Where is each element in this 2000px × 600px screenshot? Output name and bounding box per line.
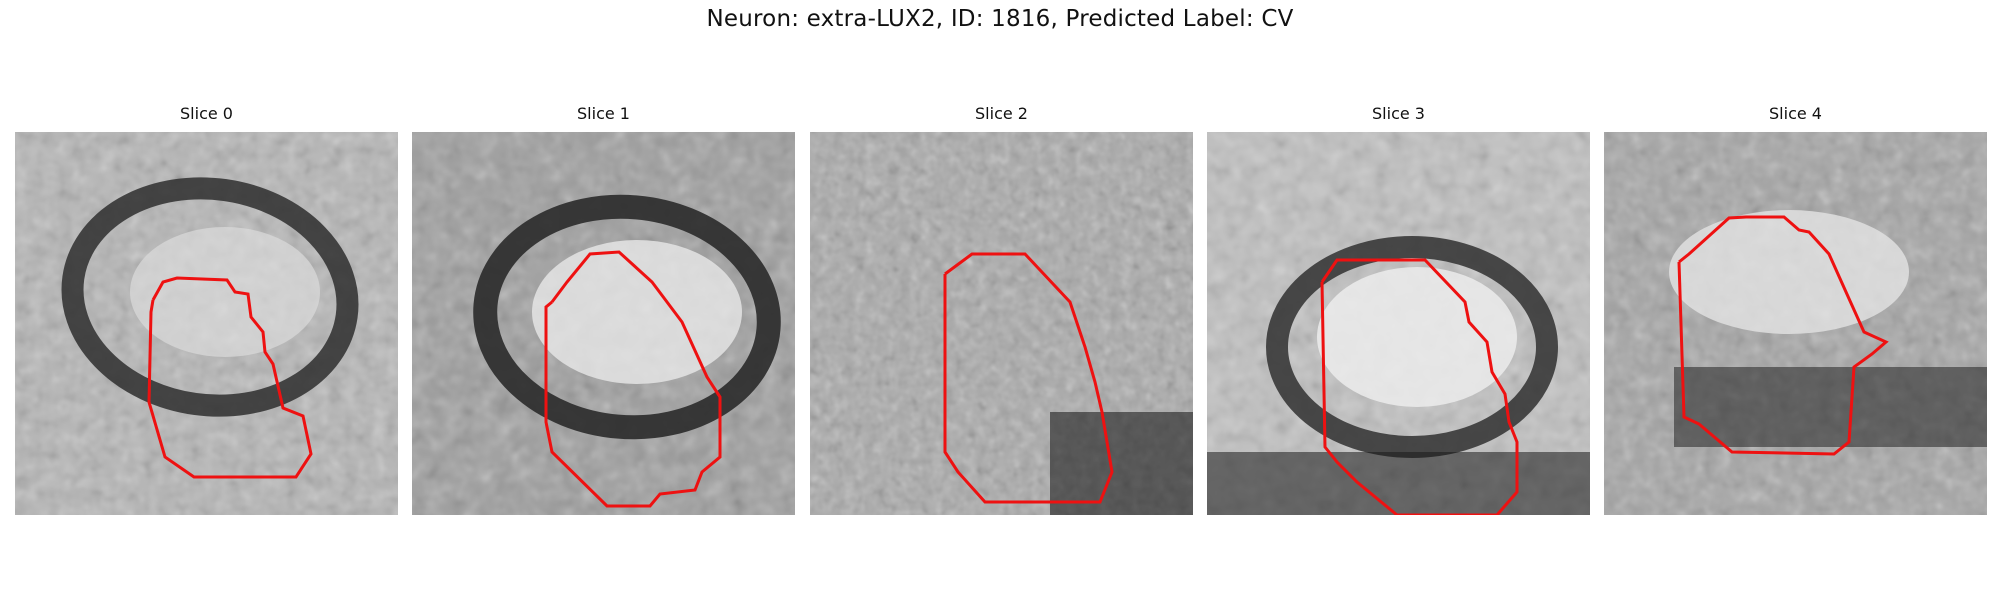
vesicle-lumen	[1317, 267, 1517, 407]
slice-title: Slice 1	[577, 104, 630, 123]
figure-title: Neuron: extra-LUX2, ID: 1816, Predicted …	[706, 6, 1294, 32]
slice-image-3	[1207, 132, 1590, 515]
vesicle-lumen	[130, 227, 320, 357]
membrane-ring	[473, 194, 781, 440]
contour-outline	[1320, 258, 1519, 515]
dark-band-region	[1674, 367, 1987, 447]
slice-title: Slice 4	[1769, 104, 1822, 123]
slice-title: Slice 3	[1372, 104, 1425, 123]
dark-lower-region	[1207, 452, 1590, 515]
slice-image-2	[810, 132, 1193, 515]
contour-outline	[1677, 215, 1889, 456]
slice-image-0	[15, 132, 398, 515]
slice-title: Slice 0	[180, 104, 233, 123]
contour-outline	[147, 276, 313, 479]
vesicle-lumen	[1669, 210, 1909, 334]
contour-outline	[943, 252, 1114, 504]
dark-corner-region	[1050, 412, 1193, 515]
slice-image-1	[412, 132, 795, 515]
membrane-ring	[1266, 236, 1558, 458]
slice-title: Slice 2	[975, 104, 1028, 123]
vesicle-lumen	[532, 240, 742, 384]
contour-outline	[544, 250, 722, 508]
slice-image-4	[1604, 132, 1987, 515]
membrane-ring	[61, 177, 359, 417]
